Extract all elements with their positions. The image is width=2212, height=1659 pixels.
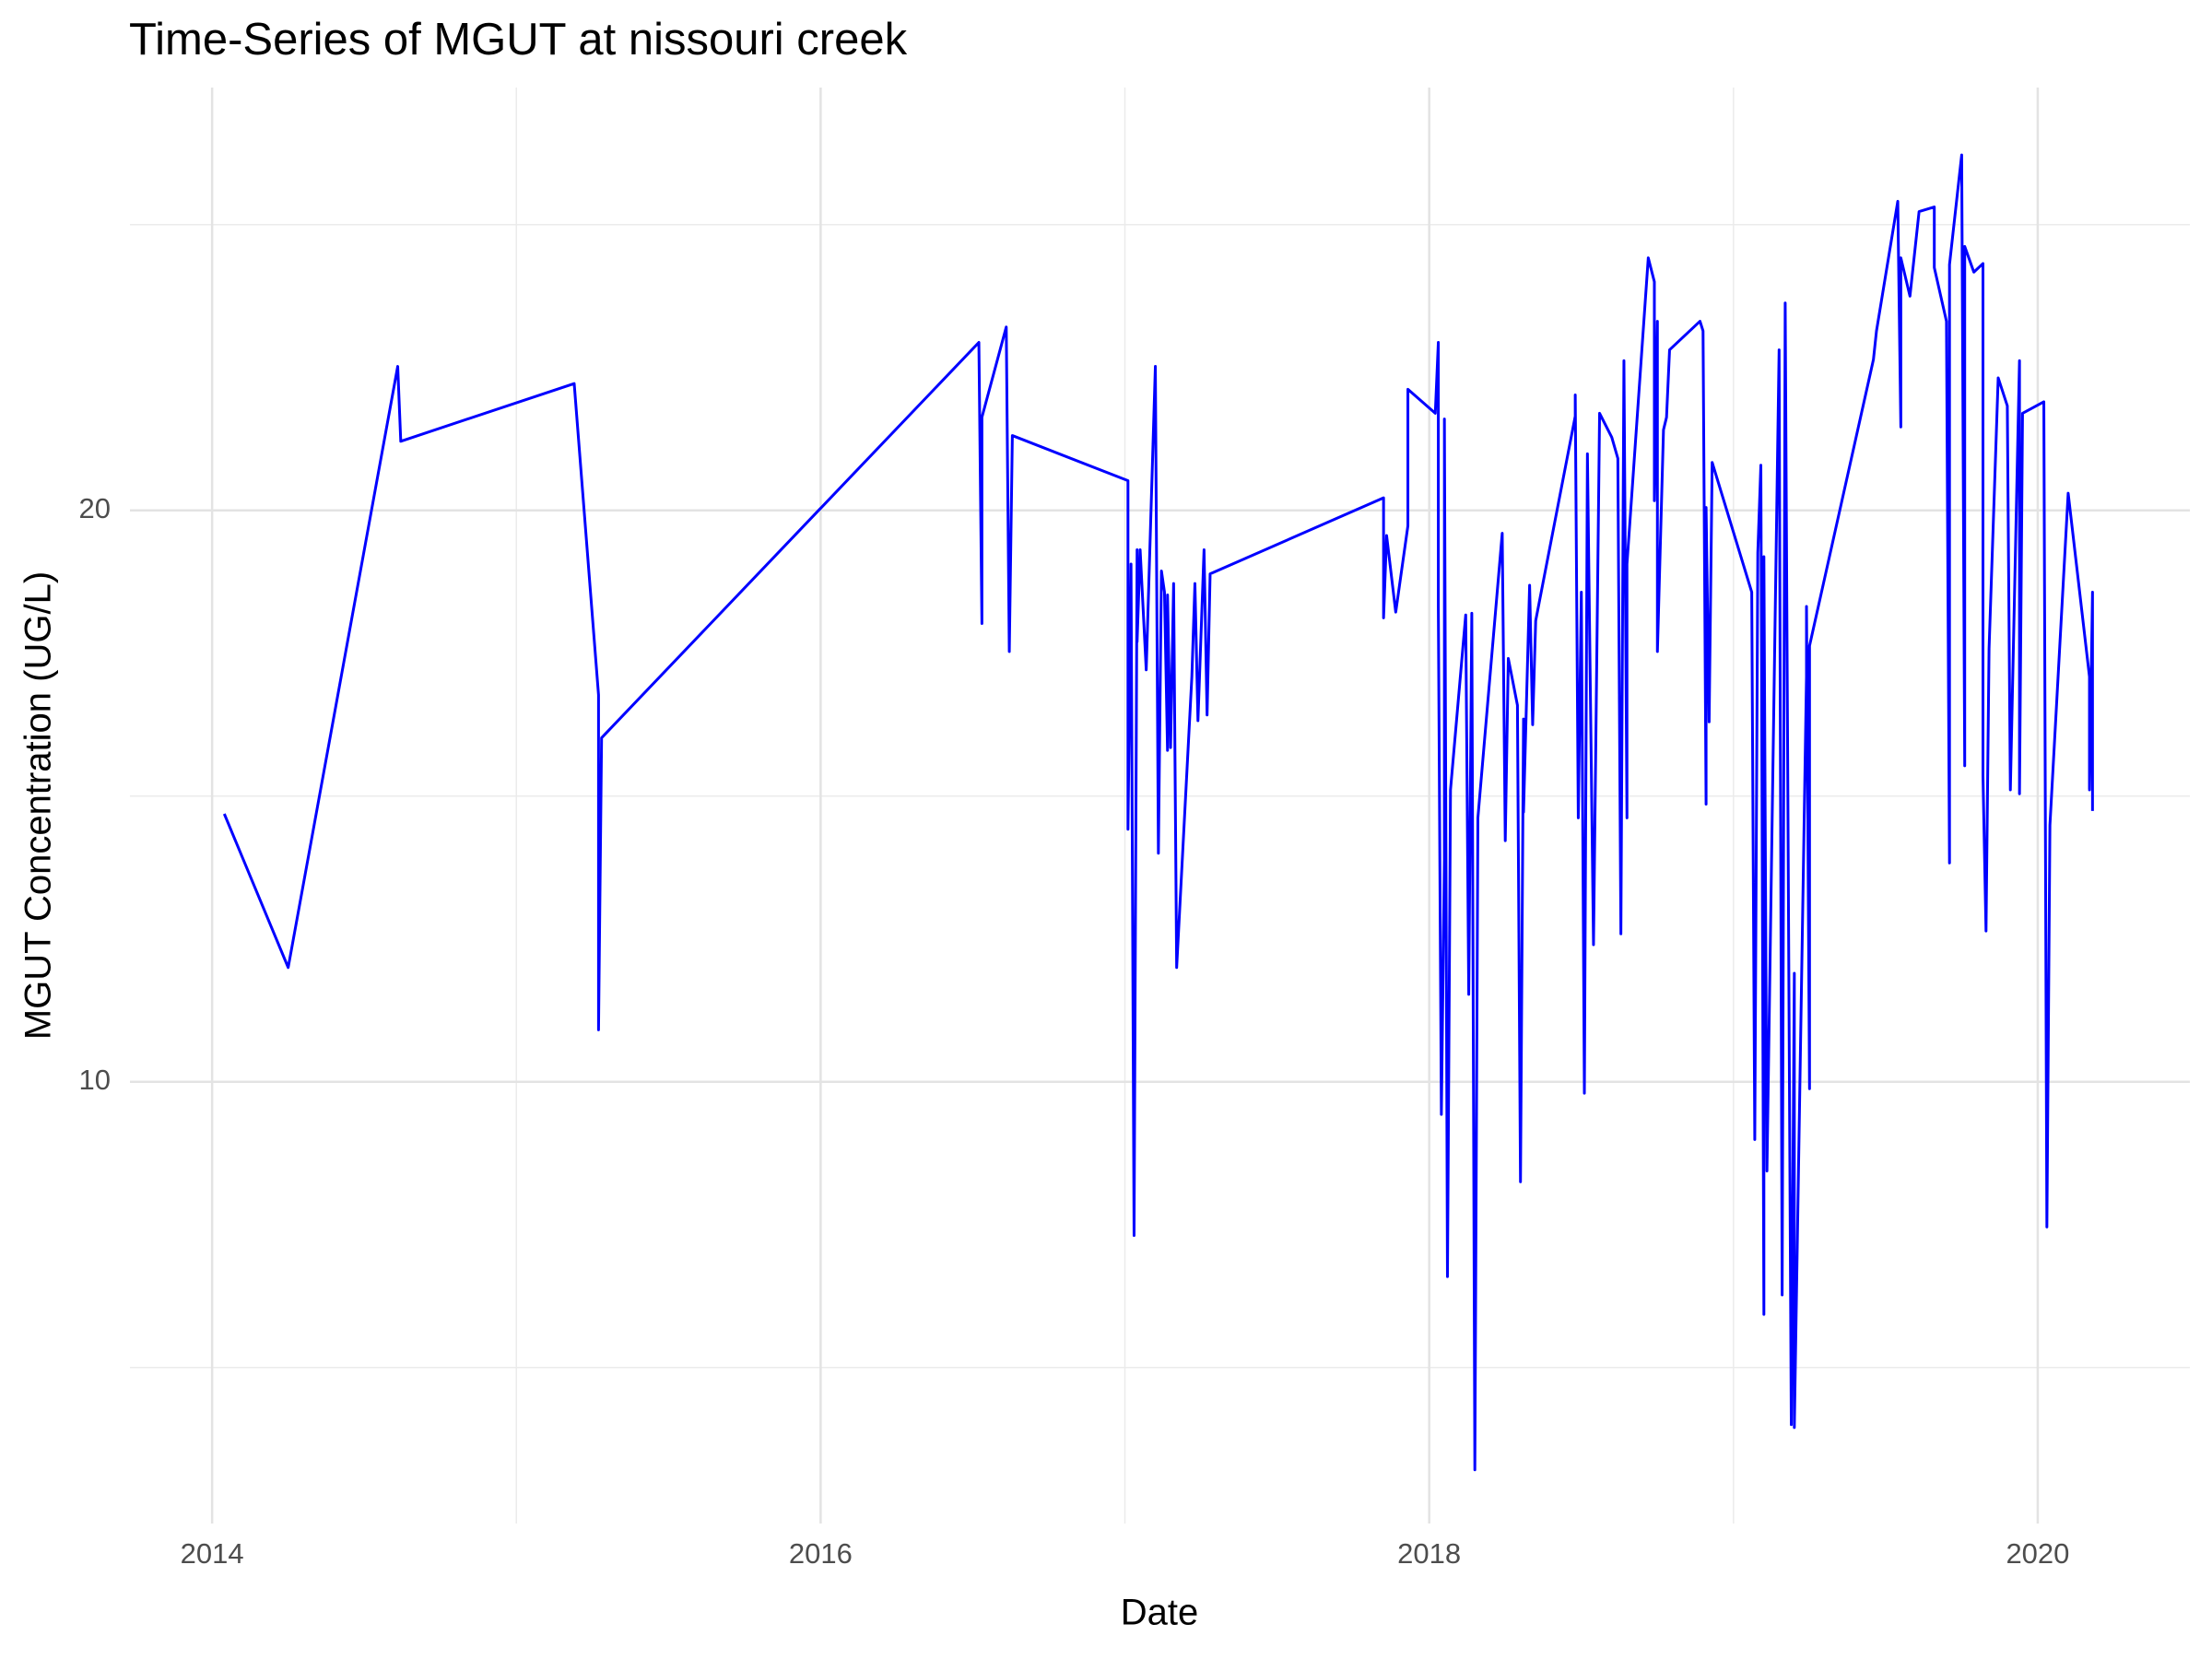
x-axis-label: Date	[1121, 1593, 1199, 1633]
chart-title: Time-Series of MGUT at nissouri creek	[129, 15, 908, 65]
y-axis-label: MGUT Concentration (UG/L)	[18, 571, 59, 1040]
y-tick-label: 20	[79, 492, 111, 524]
x-tick-label: 2016	[789, 1537, 853, 1570]
x-tick-label: 2018	[1397, 1537, 1461, 1570]
x-tick-label: 2020	[2006, 1537, 2069, 1570]
x-tick-label: 2014	[181, 1537, 244, 1570]
data-line	[222, 153, 2094, 1472]
y-tick-label: 10	[79, 1064, 111, 1096]
plot-area	[222, 153, 2094, 1472]
